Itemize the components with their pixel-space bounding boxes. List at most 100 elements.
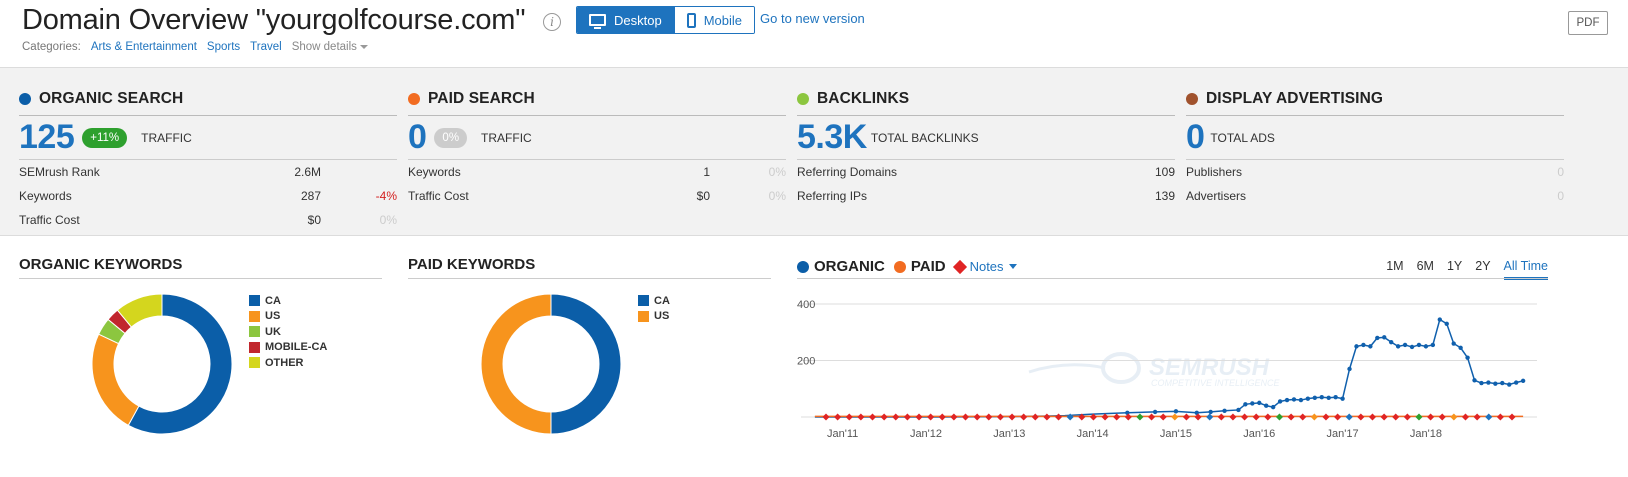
note-marker[interactable]	[938, 413, 946, 421]
note-marker[interactable]	[1020, 413, 1028, 421]
donut-slice-us[interactable]	[480, 293, 552, 435]
range-1y[interactable]: 1Y	[1446, 259, 1463, 273]
note-marker[interactable]	[1101, 413, 1109, 421]
note-marker[interactable]	[1299, 413, 1307, 421]
data-point[interactable]	[1382, 335, 1387, 340]
data-point[interactable]	[1222, 408, 1227, 413]
donut-slice-other[interactable]	[116, 293, 163, 328]
data-point[interactable]	[1395, 344, 1401, 349]
data-point[interactable]	[1291, 397, 1297, 402]
data-point[interactable]	[1402, 342, 1408, 348]
data-point[interactable]	[1284, 397, 1290, 403]
data-point[interactable]	[1270, 404, 1276, 410]
data-point[interactable]	[1416, 342, 1422, 348]
note-marker[interactable]	[1241, 413, 1249, 421]
category-link[interactable]: Arts & Entertainment	[90, 41, 197, 53]
note-marker[interactable]	[973, 413, 981, 421]
data-point[interactable]	[1375, 335, 1380, 341]
data-point[interactable]	[1319, 395, 1324, 400]
info-icon[interactable]: i	[543, 13, 561, 31]
range-1m[interactable]: 1M	[1386, 259, 1404, 273]
data-point[interactable]	[1152, 409, 1158, 415]
note-marker[interactable]	[1334, 413, 1342, 421]
metric-value[interactable]: 109	[1154, 165, 1175, 179]
data-point[interactable]	[1513, 380, 1519, 385]
data-point[interactable]	[1368, 344, 1373, 349]
note-marker[interactable]	[996, 413, 1004, 421]
note-marker[interactable]	[1403, 413, 1411, 421]
note-marker[interactable]	[892, 413, 900, 421]
legend-item[interactable]: CA	[638, 293, 670, 309]
desktop-button[interactable]: Desktop	[577, 7, 674, 33]
data-point[interactable]	[1500, 380, 1505, 386]
note-marker[interactable]	[927, 413, 935, 421]
data-point[interactable]	[1451, 341, 1456, 346]
note-marker[interactable]	[857, 413, 865, 421]
paid-toggle[interactable]: PAID	[893, 258, 946, 275]
organic-toggle[interactable]: ORGANIC	[797, 258, 885, 275]
data-point[interactable]	[1486, 380, 1491, 385]
note-marker[interactable]	[950, 413, 958, 421]
note-marker[interactable]	[834, 413, 842, 421]
data-point[interactable]	[1333, 395, 1338, 400]
note-marker[interactable]	[1217, 413, 1225, 421]
metric-value[interactable]: 287	[300, 189, 321, 203]
donut-slice-ca[interactable]	[127, 293, 233, 435]
note-marker[interactable]	[1496, 413, 1504, 421]
note-marker[interactable]	[1148, 413, 1156, 421]
data-point[interactable]	[1305, 396, 1311, 401]
data-point[interactable]	[1277, 399, 1283, 404]
note-marker[interactable]	[845, 413, 853, 421]
card-header[interactable]: BACKLINKS	[797, 88, 1175, 116]
note-marker[interactable]	[1345, 413, 1353, 421]
note-marker[interactable]	[1310, 413, 1318, 421]
legend-item[interactable]: US	[638, 309, 670, 325]
range-2y[interactable]: 2Y	[1475, 259, 1491, 273]
note-marker[interactable]	[1427, 413, 1435, 421]
data-point[interactable]	[1479, 380, 1484, 386]
data-point[interactable]	[1361, 342, 1366, 348]
note-marker[interactable]	[1171, 413, 1179, 421]
note-marker[interactable]	[822, 413, 830, 421]
data-point[interactable]	[1326, 395, 1331, 400]
note-marker[interactable]	[868, 413, 877, 421]
data-point[interactable]	[1409, 344, 1415, 350]
metric-value[interactable]: 1	[703, 165, 710, 179]
note-marker[interactable]	[1508, 413, 1516, 421]
legend-item[interactable]: UK	[249, 324, 327, 340]
data-point[interactable]	[1243, 402, 1248, 407]
note-marker[interactable]	[903, 413, 911, 421]
note-marker[interactable]	[1031, 413, 1039, 421]
note-marker[interactable]	[1206, 413, 1214, 421]
data-point[interactable]	[1507, 382, 1512, 387]
data-point[interactable]	[1264, 403, 1269, 408]
note-marker[interactable]	[1322, 413, 1330, 421]
note-marker[interactable]	[985, 413, 993, 421]
note-marker[interactable]	[1043, 413, 1051, 421]
data-point[interactable]	[1298, 397, 1304, 403]
card-header[interactable]: DISPLAY ADVERTISING	[1186, 88, 1564, 116]
data-point[interactable]	[1347, 366, 1352, 372]
data-point[interactable]	[1250, 401, 1255, 406]
data-point[interactable]	[1423, 344, 1429, 349]
note-marker[interactable]	[1066, 413, 1074, 421]
data-point[interactable]	[1354, 344, 1359, 349]
note-marker[interactable]	[1113, 413, 1121, 421]
data-point[interactable]	[1208, 409, 1213, 415]
note-marker[interactable]	[1473, 413, 1481, 421]
data-point[interactable]	[1520, 378, 1526, 384]
legend-item[interactable]: US	[249, 309, 327, 325]
card-header[interactable]: PAID SEARCH	[408, 88, 786, 116]
range-6m[interactable]: 6M	[1416, 259, 1434, 273]
note-marker[interactable]	[1124, 413, 1132, 421]
notes-dropdown[interactable]: Notes	[952, 259, 1017, 274]
note-marker[interactable]	[1264, 413, 1272, 421]
note-marker[interactable]	[1450, 413, 1458, 421]
note-marker[interactable]	[1368, 413, 1377, 421]
data-point[interactable]	[1173, 409, 1179, 414]
legend-item[interactable]: CA	[249, 293, 327, 309]
note-marker[interactable]	[1415, 413, 1423, 421]
ads-value[interactable]: 0	[1186, 118, 1205, 156]
data-point[interactable]	[1388, 339, 1394, 345]
note-marker[interactable]	[1461, 413, 1470, 421]
